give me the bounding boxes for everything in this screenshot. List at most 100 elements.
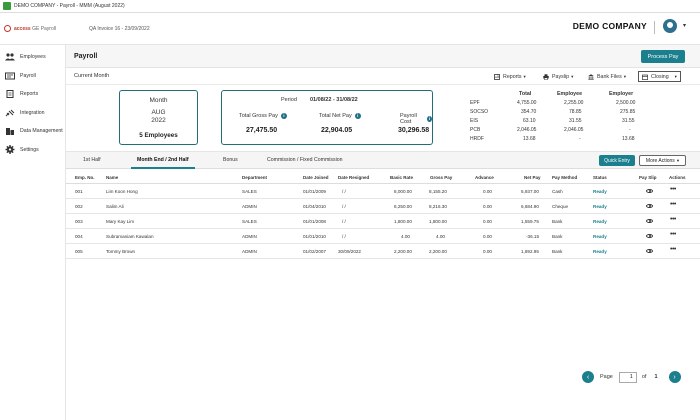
main-content: Payroll Process Pay Current Month Report… (66, 45, 700, 420)
reports-label: Reports (503, 74, 522, 80)
tab-bonus[interactable]: Bonus (223, 157, 238, 163)
tab-commission[interactable]: Commission / Fixed Commission (267, 157, 343, 163)
more-actions-button[interactable]: More Actions ▾ (639, 155, 686, 166)
column-header[interactable]: Status (593, 175, 607, 180)
column-header[interactable]: Net Pay (524, 175, 541, 180)
statutory-name: HRDF (470, 136, 484, 142)
eye-icon[interactable] (646, 234, 653, 238)
column-header[interactable]: Gross Pay (430, 175, 453, 180)
tab-month-end[interactable]: Month End / 2nd Half (137, 157, 189, 163)
eye-icon[interactable] (646, 249, 653, 253)
pay-method: Cash (552, 189, 563, 194)
column-header[interactable]: Date Joined (303, 175, 329, 180)
column-header[interactable]: Emp. No. (75, 175, 95, 180)
employee-name[interactable]: Tommy Brown (106, 249, 136, 254)
employee-name[interactable]: Salim Ali (106, 204, 124, 209)
column-header[interactable]: Pay Slip (639, 175, 657, 180)
column-header[interactable]: Pay Method (552, 175, 578, 180)
next-page-button[interactable]: › (668, 371, 681, 383)
more-actions-label: More Actions (645, 157, 675, 164)
total-gross-pay-text: Total Gross Pay (239, 113, 278, 119)
statutory-employer: - (629, 127, 631, 133)
plug-icon (5, 109, 15, 117)
column-header[interactable]: Advance (475, 175, 494, 180)
eye-icon[interactable] (646, 219, 653, 223)
statutory-name: EPF (470, 100, 480, 106)
page-header: Payroll Process Pay (66, 45, 700, 68)
column-header[interactable]: Date Resigned (338, 175, 370, 180)
info-icon[interactable]: i (427, 116, 432, 122)
total-net-pay-text: Total Net Pay (319, 113, 352, 119)
employee-name[interactable]: Mary Kay Lim (106, 219, 135, 224)
column-header[interactable]: Basic Rate (390, 175, 414, 180)
sidebar-item-settings[interactable]: Settings (0, 141, 65, 160)
sidebar-item-integration[interactable]: Integration (0, 104, 65, 123)
chevron-down-icon: ▾ (676, 157, 680, 163)
of-label: of (641, 374, 647, 380)
sidebar-item-label: Employees (20, 54, 46, 61)
statutory-name: PCB (470, 127, 481, 133)
pay-method: Bank (552, 219, 563, 224)
employee-name[interactable]: Lim Koon Hong (106, 189, 138, 194)
company-name[interactable]: DEMO COMPANY (572, 21, 647, 31)
row-actions-more-icon[interactable]: ••• (670, 216, 676, 223)
date-joined: 01/01/2009 (303, 189, 326, 194)
emp-no: 005 (75, 249, 83, 254)
row-actions-more-icon[interactable]: ••• (670, 246, 676, 253)
column-header[interactable]: Name (106, 175, 119, 180)
quick-entry-button[interactable]: Quick Entry (599, 155, 635, 166)
process-pay-button[interactable]: Process Pay (641, 50, 685, 63)
statutory-employee: 31.55 (569, 118, 582, 124)
row-actions-more-icon[interactable]: ••• (670, 231, 676, 238)
advance: 0.00 (483, 204, 492, 209)
basic-rate: 2,200.00 (394, 249, 412, 254)
payslip-dropdown[interactable]: Payslip ▾ (543, 72, 573, 82)
sidebar-item-data-management[interactable]: Data Management (0, 122, 65, 141)
info-icon[interactable]: i (354, 113, 361, 119)
previous-page-button[interactable]: ‹ (582, 371, 594, 383)
column-header[interactable]: Actions (669, 175, 686, 180)
page-number-input[interactable]: 1 (618, 371, 637, 383)
employee-count: 5 Employees (139, 132, 178, 139)
logo[interactable]: access GE Payroll (4, 25, 64, 32)
statutory-total: 2,046.05 (517, 127, 537, 133)
active-tab-indicator (131, 167, 195, 169)
table-row[interactable]: 002 Salim Ali ADMIN 01/04/2010 / / 8,250… (66, 199, 700, 214)
eye-icon[interactable] (646, 189, 653, 193)
sidebar-item-label: Settings (20, 146, 39, 153)
table-row[interactable]: 004 Subramaniam Kawalan ADMIN 01/01/2010… (66, 229, 700, 244)
gross-pay: 1,800.00 (429, 219, 447, 224)
user-avatar-icon[interactable] (663, 19, 677, 33)
window-titlebar: DEMO COMPANY - Payroll - MMM (August 202… (0, 0, 700, 13)
sidebar-item-reports[interactable]: Reports (0, 85, 65, 104)
logo-text: access (14, 25, 31, 32)
advance: 0.00 (483, 234, 492, 239)
info-icon[interactable]: i (280, 113, 287, 119)
tab-1st-half[interactable]: 1st Half (83, 157, 101, 163)
employee-name[interactable]: Subramaniam Kawalan (106, 234, 154, 239)
basic-rate: 8,250.00 (394, 204, 412, 209)
window-title: DEMO COMPANY - Payroll - MMM (August 202… (14, 3, 125, 9)
status-badge: Ready (593, 234, 607, 239)
closing-dropdown[interactable]: Closing ▾ (638, 71, 681, 82)
eye-icon[interactable] (646, 204, 653, 208)
table-row[interactable]: 005 Tommy Brown ADMIN 01/02/2007 30/09/2… (66, 244, 700, 259)
basic-rate: 8,000.00 (394, 189, 412, 194)
column-header[interactable]: Department (242, 175, 268, 180)
row-actions-more-icon[interactable]: ••• (670, 201, 676, 208)
total-gross-pay-label: Total Gross Pay i (239, 113, 287, 119)
closing-label: Closing (651, 73, 669, 80)
row-actions-more-icon[interactable]: ••• (670, 186, 676, 193)
sidebar-item-payroll[interactable]: Payroll (0, 67, 65, 86)
bank-files-dropdown[interactable]: Bank Files ▾ (588, 72, 626, 82)
department: SALES (242, 189, 257, 194)
user-menu-chevron-down-icon[interactable]: ▾ (682, 23, 686, 29)
payroll-cost-text: Payroll Cost (400, 113, 417, 125)
period-value: 01/08/22 - 31/08/22 (310, 97, 358, 103)
advance: 0.00 (483, 219, 492, 224)
table-row[interactable]: 003 Mary Kay Lim SALES 01/01/2008 / / 1,… (66, 214, 700, 229)
date-resigned: / / (342, 189, 346, 194)
sidebar-item-employees[interactable]: Employees (0, 48, 65, 67)
table-row[interactable]: 001 Lim Koon Hong SALES 01/01/2009 / / 8… (66, 184, 700, 199)
reports-dropdown[interactable]: Reports ▾ (494, 72, 526, 82)
